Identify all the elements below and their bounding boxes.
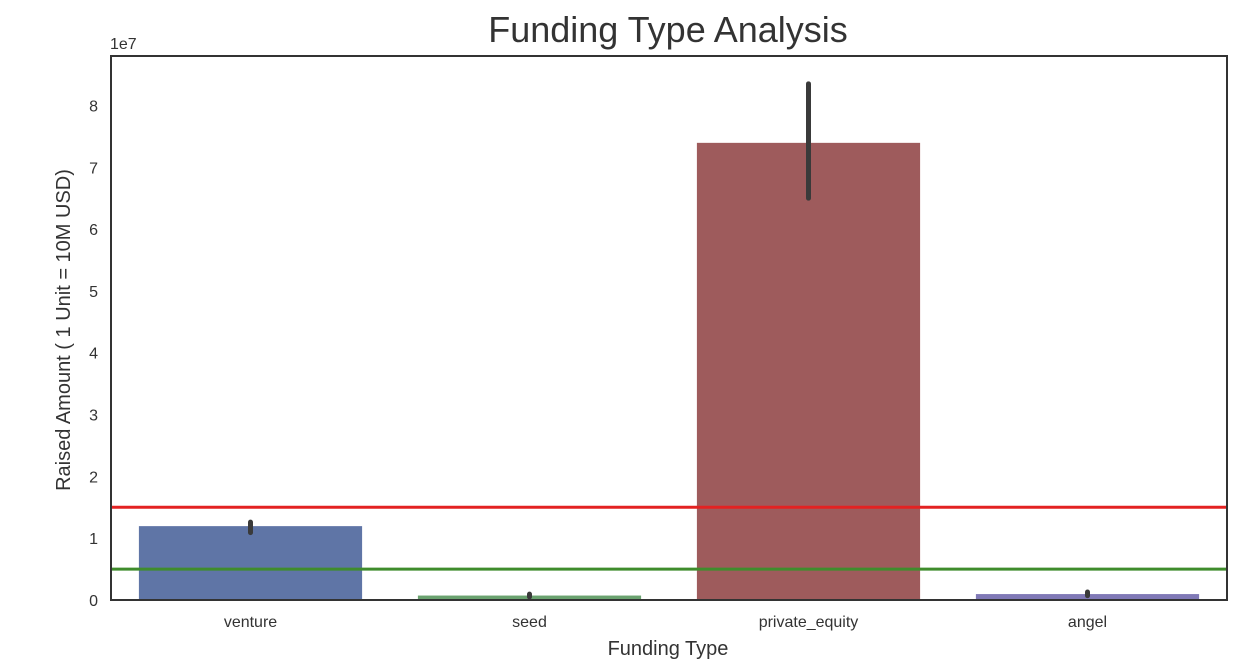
axes-frame [110, 55, 1228, 601]
bar-private_equity [696, 142, 921, 600]
x-tick-label-angel: angel [1068, 614, 1107, 631]
y-tick-label-1: 1 [89, 531, 98, 548]
y-tick-label-6: 6 [89, 222, 98, 239]
y-tick-label-8: 8 [89, 98, 98, 115]
x-tick-label-private_equity: private_equity [759, 614, 859, 631]
x-tick-label-seed: seed [512, 614, 547, 631]
y-tick-label-5: 5 [89, 284, 98, 301]
y-tick-label-4: 4 [89, 346, 98, 363]
y-axis-label: Raised Amount ( 1 Unit = 10M USD) [53, 169, 75, 491]
y-tick-label-2: 2 [89, 469, 98, 486]
chart-title: Funding Type Analysis [488, 9, 848, 50]
x-tick-label-venture: venture [224, 614, 277, 631]
y-axis-offset-label: 1e7 [110, 36, 137, 53]
bar-venture [138, 526, 363, 600]
y-tick-label-0: 0 [89, 593, 98, 610]
plot-area: venture seed private_equity angel 0 1 2 3 4 5 6 7 8 [89, 55, 1228, 631]
y-tick-label-3: 3 [89, 408, 98, 425]
x-axis-label: Funding Type [608, 638, 729, 660]
y-tick-label-7: 7 [89, 160, 98, 177]
